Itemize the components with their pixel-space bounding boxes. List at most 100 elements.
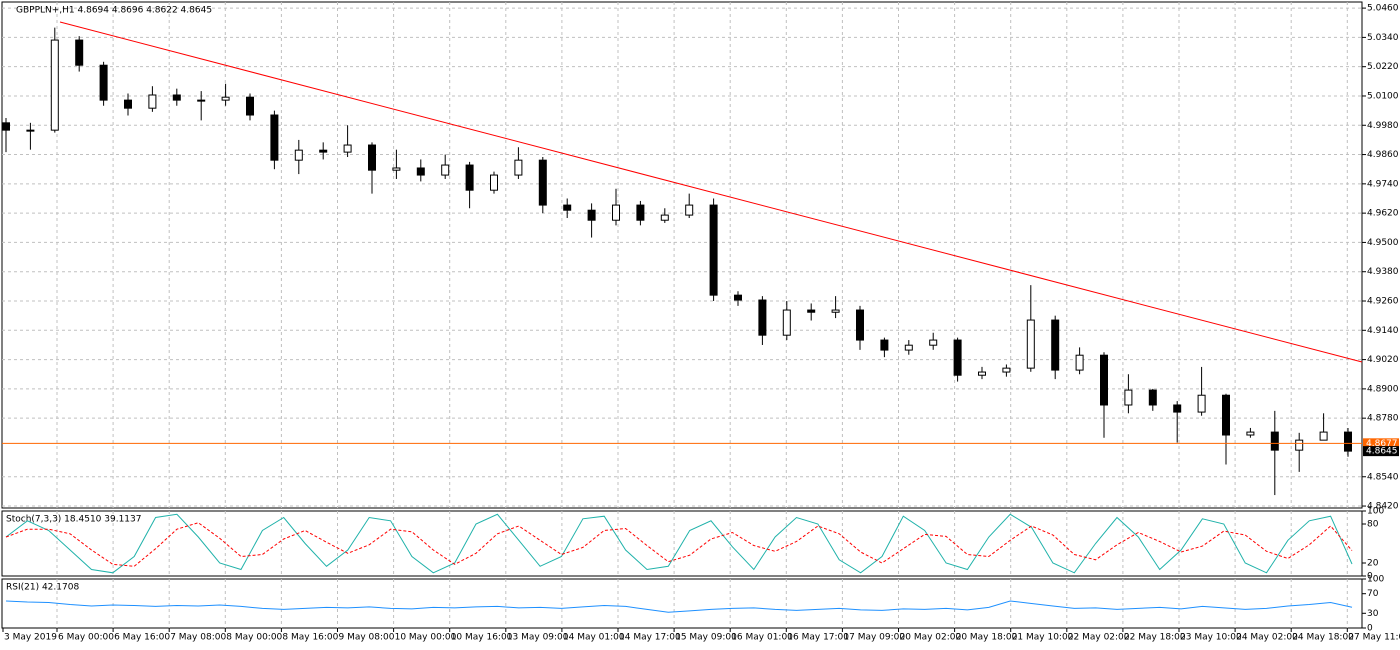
candle-body <box>636 204 645 221</box>
x-tick-label: 10 May 16:00 <box>451 633 513 643</box>
candle-body <box>1270 431 1279 451</box>
candle-body <box>904 344 913 351</box>
y-tick-label: 4.8540 <box>1367 472 1399 482</box>
candle-body <box>148 94 157 109</box>
x-tick-label: 20 May 18:00 <box>956 633 1018 643</box>
x-tick-label: 24 May 18:00 <box>1292 633 1354 643</box>
candle-body <box>782 309 791 336</box>
trendline <box>59 21 1363 363</box>
candle-body <box>1197 394 1206 413</box>
y-tick-label: 5.0220 <box>1367 62 1399 72</box>
candle-body <box>1075 354 1084 371</box>
y-tick-label: 0 <box>1367 572 1373 582</box>
y-tick-label: 30 <box>1367 609 1379 619</box>
y-tick-label: 4.8420 <box>1367 502 1399 512</box>
y-tick-label: 70 <box>1367 589 1379 599</box>
y-tick-label: 5.0340 <box>1367 33 1399 43</box>
y-tick-label: 80 <box>1367 520 1379 530</box>
y-tick-label: 4.9020 <box>1367 355 1399 365</box>
candle-body <box>880 339 889 351</box>
candle-body <box>1100 354 1108 406</box>
x-tick-label: 17 May 09:00 <box>843 633 905 643</box>
candle-body <box>465 164 474 191</box>
y-tick-label: 4.8900 <box>1367 384 1399 394</box>
candle-body <box>1319 431 1328 441</box>
x-tick-label: 8 May 16:00 <box>282 633 338 643</box>
y-tick-label: 4.9740 <box>1367 179 1399 189</box>
candle-body <box>294 149 303 161</box>
candle-body <box>514 159 523 176</box>
candle-body <box>2 122 10 131</box>
candle-body <box>1002 367 1011 373</box>
candle-body <box>1222 394 1230 436</box>
panel-frame <box>1 578 1363 629</box>
x-tick-label: 23 May 10:00 <box>1180 633 1242 643</box>
x-tick-label: 22 May 02:00 <box>1068 633 1130 643</box>
candle-body <box>929 339 938 346</box>
candle-body <box>1148 389 1157 406</box>
price-tag-label: 4.8645 <box>1366 447 1398 457</box>
candle-body <box>758 299 767 336</box>
y-tick-label: 5.0100 <box>1367 91 1399 101</box>
candle-body <box>246 96 254 116</box>
x-tick-label: 8 May 00:00 <box>226 633 282 643</box>
candle-body <box>50 39 59 131</box>
x-tick-label: 6 May 16:00 <box>114 633 170 643</box>
candle-body <box>490 174 498 191</box>
candle-body <box>1051 319 1060 371</box>
y-tick-label: 4.9260 <box>1367 297 1399 307</box>
y-tick-label: 20 <box>1367 559 1379 569</box>
price-tag <box>1363 438 1399 449</box>
candle-body <box>221 96 230 101</box>
panel-title: RSI(21) 42.1708 <box>6 583 79 593</box>
y-tick-label: 4.9380 <box>1367 267 1399 277</box>
y-tick-label: 4.9500 <box>1367 238 1399 248</box>
candle-body <box>270 114 279 161</box>
x-tick-label: 27 May 11:00 <box>1348 633 1400 643</box>
indicator-line <box>5 513 1353 574</box>
candle-body <box>831 309 840 313</box>
y-tick-label: 4.8780 <box>1367 414 1399 424</box>
candle-body <box>709 204 718 296</box>
y-tick-label: 4.9620 <box>1367 209 1399 219</box>
panel-title: GBPPLN+,H1 4.8694 4.8696 4.8622 4.8645 <box>16 6 212 16</box>
y-tick-label: 100 <box>1367 575 1384 585</box>
candle-body <box>319 149 328 153</box>
x-tick-label: 3 May 2019 <box>4 633 57 643</box>
x-tick-label: 14 May 17:00 <box>619 633 681 643</box>
candle-body <box>441 164 450 176</box>
y-tick-label: 100 <box>1367 507 1384 517</box>
x-tick-label: 14 May 01:00 <box>563 633 625 643</box>
y-tick-label: 4.9980 <box>1367 121 1399 131</box>
x-tick-label: 16 May 17:00 <box>787 633 849 643</box>
candle-body <box>368 144 376 171</box>
candle-body <box>734 294 742 301</box>
candle-body <box>416 167 425 176</box>
candle-body <box>1344 431 1352 452</box>
candle-body <box>1173 404 1182 413</box>
candle-body <box>612 204 620 221</box>
candle-body <box>953 339 962 376</box>
y-tick-label: 0 <box>1367 624 1373 634</box>
price-tag <box>1363 446 1399 457</box>
indicator-line <box>5 522 1353 567</box>
candle-body <box>99 64 108 101</box>
candle-body <box>538 159 547 206</box>
x-tick-label: 21 May 10:00 <box>1012 633 1074 643</box>
x-tick-label: 10 May 00:00 <box>395 633 457 643</box>
candle-body <box>197 99 206 102</box>
candle-body <box>172 94 181 101</box>
x-tick-label: 24 May 02:00 <box>1236 633 1298 643</box>
x-tick-label: 15 May 09:00 <box>675 633 737 643</box>
candle-body <box>563 204 572 211</box>
candle-body <box>1246 431 1255 436</box>
candle-body <box>124 99 132 109</box>
candle-body <box>343 144 352 153</box>
candle-body <box>26 129 35 132</box>
candle-body <box>587 209 596 221</box>
x-tick-label: 9 May 08:00 <box>339 633 395 643</box>
y-tick-label: 4.9140 <box>1367 326 1399 336</box>
panel-title: Stoch(7,3,3) 18.4510 39.1137 <box>6 515 141 525</box>
indicator-line <box>5 600 1353 613</box>
